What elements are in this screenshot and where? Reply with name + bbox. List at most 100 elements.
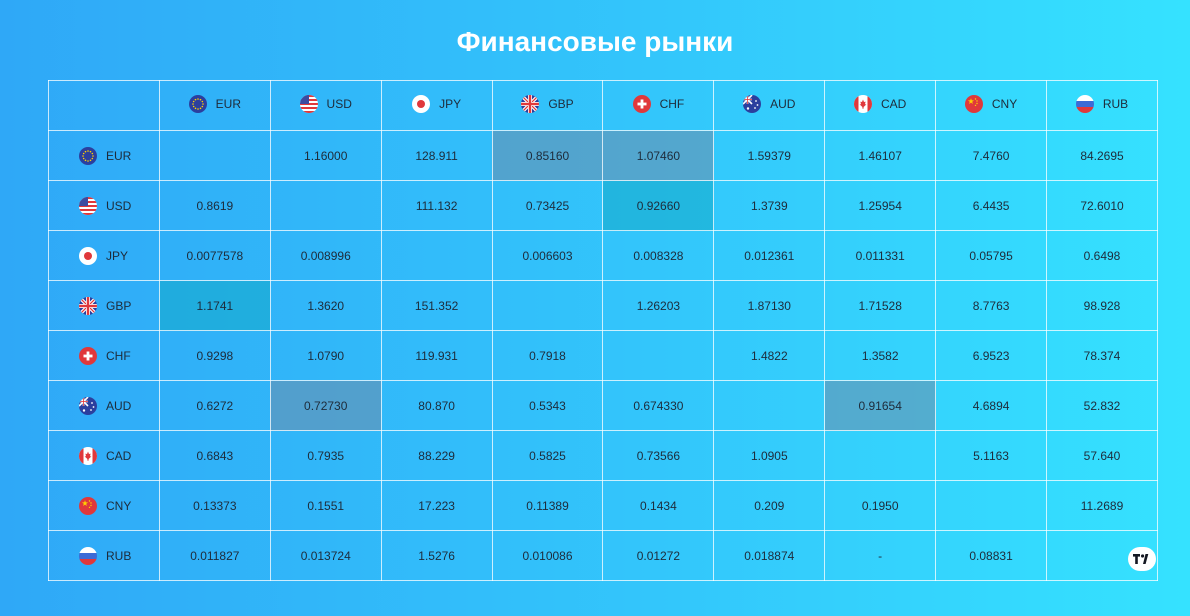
- rate-cell[interactable]: 0.08831: [935, 530, 1048, 581]
- rate-cell[interactable]: 0.008328: [602, 230, 715, 281]
- rate-cell[interactable]: 0.85160: [491, 130, 604, 181]
- rate-cell[interactable]: 0.9298: [158, 330, 271, 381]
- rate-cell[interactable]: 1.4822: [713, 330, 826, 381]
- rate-cell[interactable]: 0.012361: [713, 230, 826, 281]
- rate-cell[interactable]: 0.1950: [824, 480, 937, 531]
- rate-cell[interactable]: 0.011331: [824, 230, 937, 281]
- rate-cell[interactable]: 0.73566: [602, 430, 715, 481]
- rate-cell[interactable]: 1.59379: [713, 130, 826, 181]
- table-row: RUB 0.011827 0.013724 1.5276 0.010086 0.01272…: [48, 530, 1158, 581]
- rate-cell[interactable]: 72.6010: [1046, 180, 1158, 231]
- rate-cell[interactable]: 0.018874: [713, 530, 826, 581]
- rate-cell[interactable]: 0.1434: [602, 480, 715, 531]
- rate-cell[interactable]: 11.2689: [1046, 480, 1158, 531]
- rate-cell[interactable]: 57.640: [1046, 430, 1158, 481]
- rate-cell[interactable]: 0.91654: [824, 380, 937, 431]
- rate-cell[interactable]: 0.8619: [158, 180, 271, 231]
- rate-cell[interactable]: 78.374: [1046, 330, 1158, 381]
- row-header-gbp: GBP: [48, 280, 160, 331]
- rate-cell[interactable]: 0.5825: [491, 430, 604, 481]
- rate-cell[interactable]: 0.010086: [491, 530, 604, 581]
- rate-cell[interactable]: 1.25954: [824, 180, 937, 231]
- rate-cell[interactable]: 0.008996: [269, 230, 382, 281]
- rate-cell[interactable]: 0.01272: [602, 530, 715, 581]
- rate-cell[interactable]: 0.6498: [1046, 230, 1158, 281]
- rate-cell[interactable]: 1.16000: [269, 130, 382, 181]
- row-header-chf: CHF: [48, 330, 160, 381]
- table-row: CNY 0.13373 0.1551 17.223 0.11389 0.1434 0.209…: [48, 480, 1158, 531]
- rate-cell[interactable]: 128.911: [380, 130, 493, 181]
- rub-flag-icon: [79, 546, 97, 565]
- rate-cell[interactable]: 151.352: [380, 280, 493, 331]
- rate-cell[interactable]: 1.3582: [824, 330, 937, 381]
- column-header-rub: RUB: [1046, 80, 1158, 131]
- rate-cell[interactable]: 0.006603: [491, 230, 604, 281]
- rate-cell[interactable]: 1.0790: [269, 330, 382, 381]
- table-row: EUR 1.16000 128.911 0.85160 1.07460 1.59379 1.…: [48, 130, 1158, 181]
- row-header-label: CAD: [106, 448, 132, 463]
- tv-glyph: [1133, 554, 1149, 564]
- rate-cell[interactable]: 1.46107: [824, 130, 937, 181]
- row-header-label: JPY: [106, 248, 129, 263]
- rate-cell[interactable]: 0.011827: [158, 530, 271, 581]
- rate-cell[interactable]: 1.1741: [158, 280, 271, 331]
- rate-cell[interactable]: 98.928: [1046, 280, 1158, 331]
- rate-cell[interactable]: 80.870: [380, 380, 493, 431]
- rate-cell[interactable]: 88.229: [380, 430, 493, 481]
- rate-cell[interactable]: -: [824, 530, 937, 581]
- row-header-content: AUD: [49, 396, 159, 415]
- rate-cell[interactable]: 8.7763: [935, 280, 1048, 331]
- rate-cell[interactable]: 1.26203: [602, 280, 715, 331]
- rate-cell[interactable]: 5.1163: [935, 430, 1048, 481]
- row-header-aud: AUD: [48, 380, 160, 431]
- rate-cell[interactable]: 84.2695: [1046, 130, 1158, 181]
- rate-cell[interactable]: 0.92660: [602, 180, 715, 231]
- column-header-jpy: JPY: [380, 80, 493, 131]
- rate-cell[interactable]: 0.13373: [158, 480, 271, 531]
- rate-cell[interactable]: 1.71528: [824, 280, 937, 331]
- table-row: CHF 0.9298 1.0790 119.931 0.7918 1.4822 1.3582…: [48, 330, 1158, 381]
- rate-cell[interactable]: 7.4760: [935, 130, 1048, 181]
- rate-cell[interactable]: 6.4435: [935, 180, 1048, 231]
- rate-cell[interactable]: 0.0077578: [158, 230, 271, 281]
- rate-cell[interactable]: 1.5276: [380, 530, 493, 581]
- rate-cell[interactable]: 0.013724: [269, 530, 382, 581]
- rate-cell[interactable]: 111.132: [380, 180, 493, 231]
- rate-cell[interactable]: 0.7918: [491, 330, 604, 381]
- row-header-cad: CAD: [48, 430, 160, 481]
- row-header-label: AUD: [106, 398, 132, 413]
- empty-cell: [935, 480, 1048, 531]
- rate-cell[interactable]: 0.209: [713, 480, 826, 531]
- column-header-label: CNY: [991, 97, 1018, 111]
- rate-cell[interactable]: 0.6272: [158, 380, 271, 431]
- row-header-content: CAD: [49, 446, 159, 465]
- column-header-content: GBP: [521, 95, 574, 113]
- row-header-rub: RUB: [48, 530, 160, 581]
- rate-cell[interactable]: 0.7935: [269, 430, 382, 481]
- rate-cell[interactable]: 119.931: [380, 330, 493, 381]
- rate-cell[interactable]: 0.1551: [269, 480, 382, 531]
- rate-cell[interactable]: 0.73425: [491, 180, 604, 231]
- rate-cell[interactable]: 0.674330: [602, 380, 715, 431]
- rate-cell[interactable]: 0.72730: [269, 380, 382, 431]
- rate-cell[interactable]: 1.87130: [713, 280, 826, 331]
- rate-cell[interactable]: 0.05795: [935, 230, 1048, 281]
- rate-cell[interactable]: 0.5343: [491, 380, 604, 431]
- rate-cell[interactable]: 1.3620: [269, 280, 382, 331]
- rate-cell[interactable]: 17.223: [380, 480, 493, 531]
- column-header-label: RUB: [1102, 97, 1129, 111]
- rate-cell[interactable]: 0.6843: [158, 430, 271, 481]
- table-row: AUD 0.6272 0.72730 80.870 0.5343 0.674330 0.91…: [48, 380, 1158, 431]
- rate-cell[interactable]: 1.3739: [713, 180, 826, 231]
- chf-flag-icon: [79, 346, 97, 365]
- rate-cell[interactable]: 1.07460: [602, 130, 715, 181]
- rate-cell[interactable]: 6.9523: [935, 330, 1048, 381]
- tradingview-logo-icon[interactable]: [1128, 547, 1156, 571]
- column-header-label: AUD: [770, 97, 796, 111]
- rate-cell[interactable]: 52.832: [1046, 380, 1158, 431]
- rate-cell[interactable]: 0.11389: [491, 480, 604, 531]
- cad-flag-icon: [854, 95, 872, 113]
- rate-cell[interactable]: 1.0905: [713, 430, 826, 481]
- column-header-label: EUR: [215, 97, 241, 111]
- rate-cell[interactable]: 4.6894: [935, 380, 1048, 431]
